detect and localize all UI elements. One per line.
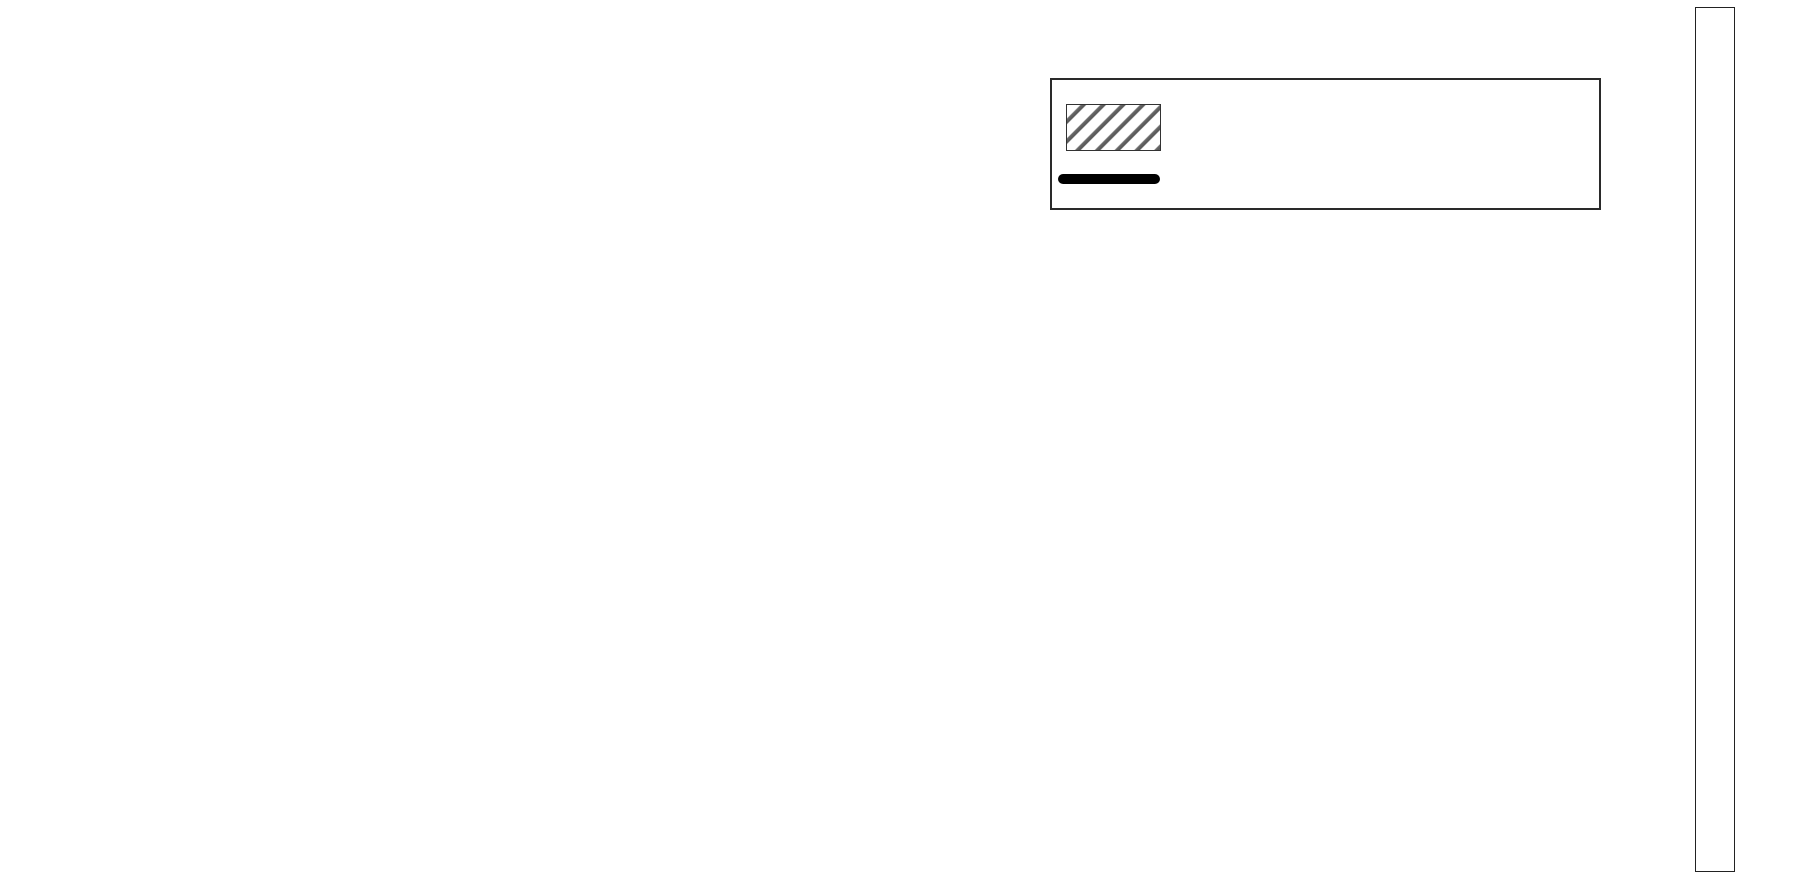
legend-item-front: [1058, 173, 1593, 184]
legend-item-frontal-zone: [1058, 104, 1593, 152]
colorbar-gradient: [1695, 7, 1735, 872]
colorbar-title: [1764, 356, 1800, 656]
legend: [1050, 78, 1601, 210]
hatch-swatch-icon: [1066, 104, 1161, 152]
line-swatch-icon: [1058, 173, 1160, 184]
